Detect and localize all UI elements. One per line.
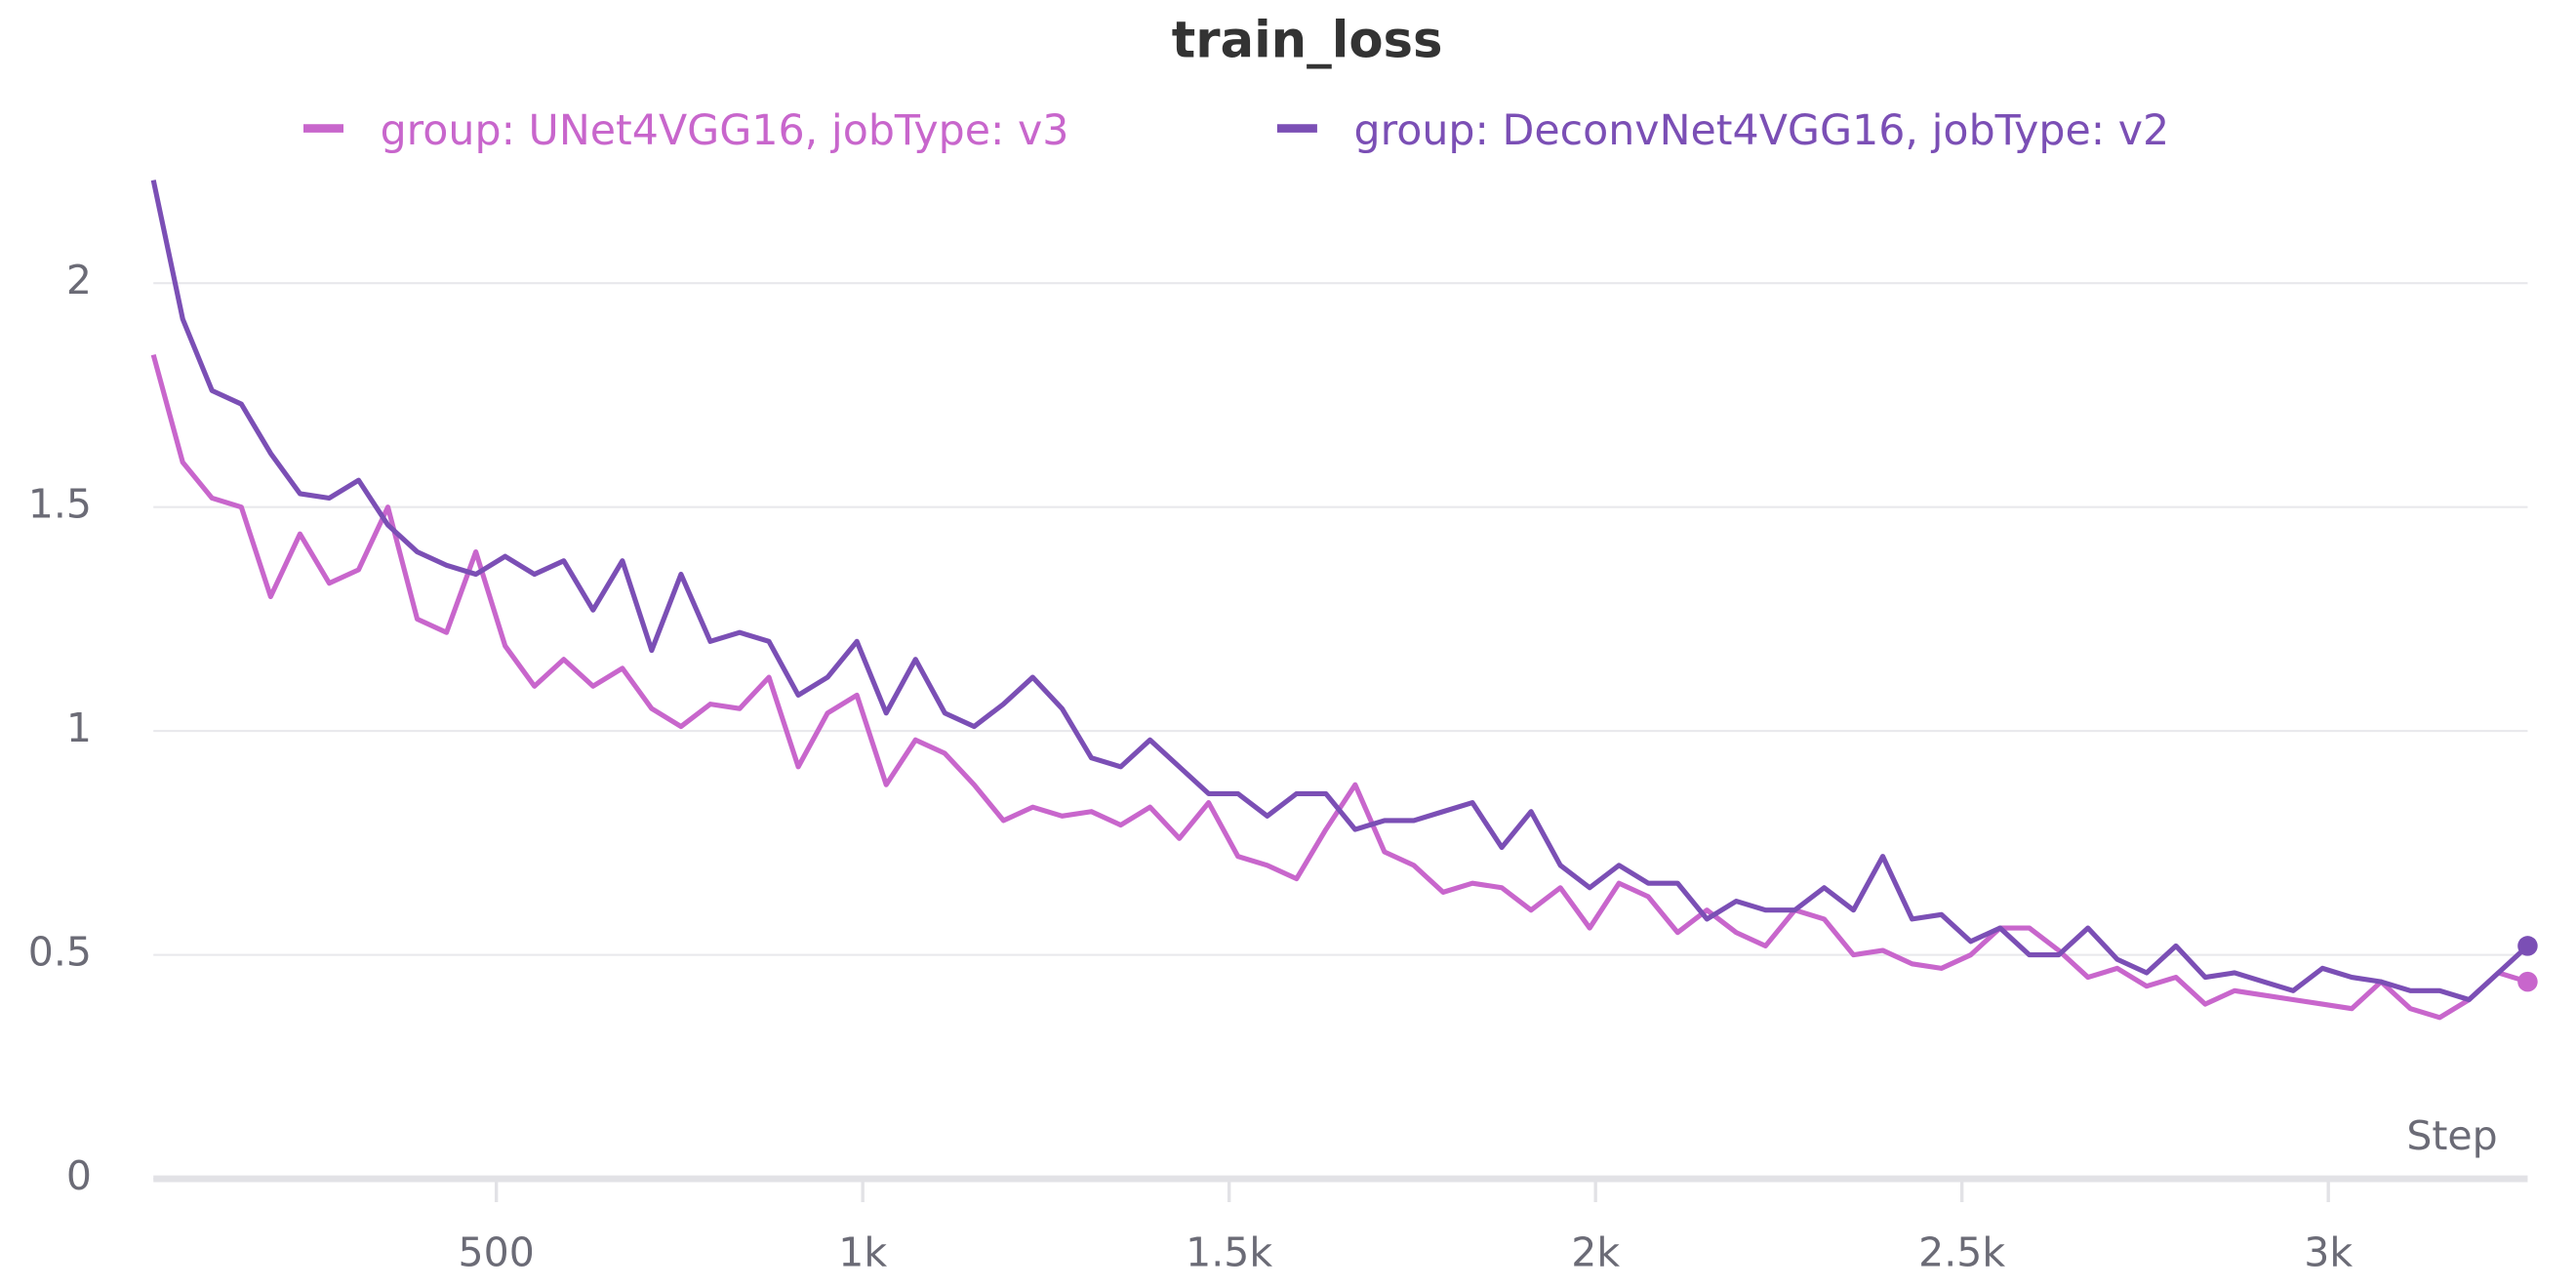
end-point bbox=[2517, 936, 2538, 956]
x-tick-label: 500 bbox=[459, 1229, 535, 1276]
x-tick-label: 2k bbox=[1571, 1229, 1620, 1276]
legend-label[interactable]: group: DeconvNet4VGG16, jobType: v2 bbox=[1353, 106, 2169, 155]
end-point bbox=[2517, 971, 2538, 992]
series-line bbox=[150, 180, 2530, 1003]
y-tick-label: 2 bbox=[66, 257, 92, 303]
y-tick-label: 0.5 bbox=[28, 929, 92, 976]
legend-label[interactable]: group: UNet4VGG16, jobType: v3 bbox=[381, 106, 1069, 155]
x-tick-label: 3k bbox=[2304, 1229, 2353, 1276]
y-tick-label: 0 bbox=[66, 1152, 92, 1199]
chart-title: train_loss bbox=[1172, 11, 1443, 69]
y-tick-label: 1 bbox=[66, 704, 92, 751]
x-tick-label: 2.5k bbox=[1918, 1229, 2005, 1276]
series-line bbox=[150, 353, 2529, 1021]
y-tick-label: 1.5 bbox=[28, 481, 92, 528]
x-axis-label: Step bbox=[2406, 1112, 2497, 1159]
x-tick-label: 1k bbox=[838, 1229, 887, 1276]
x-tick-label: 1.5k bbox=[1186, 1229, 1272, 1276]
